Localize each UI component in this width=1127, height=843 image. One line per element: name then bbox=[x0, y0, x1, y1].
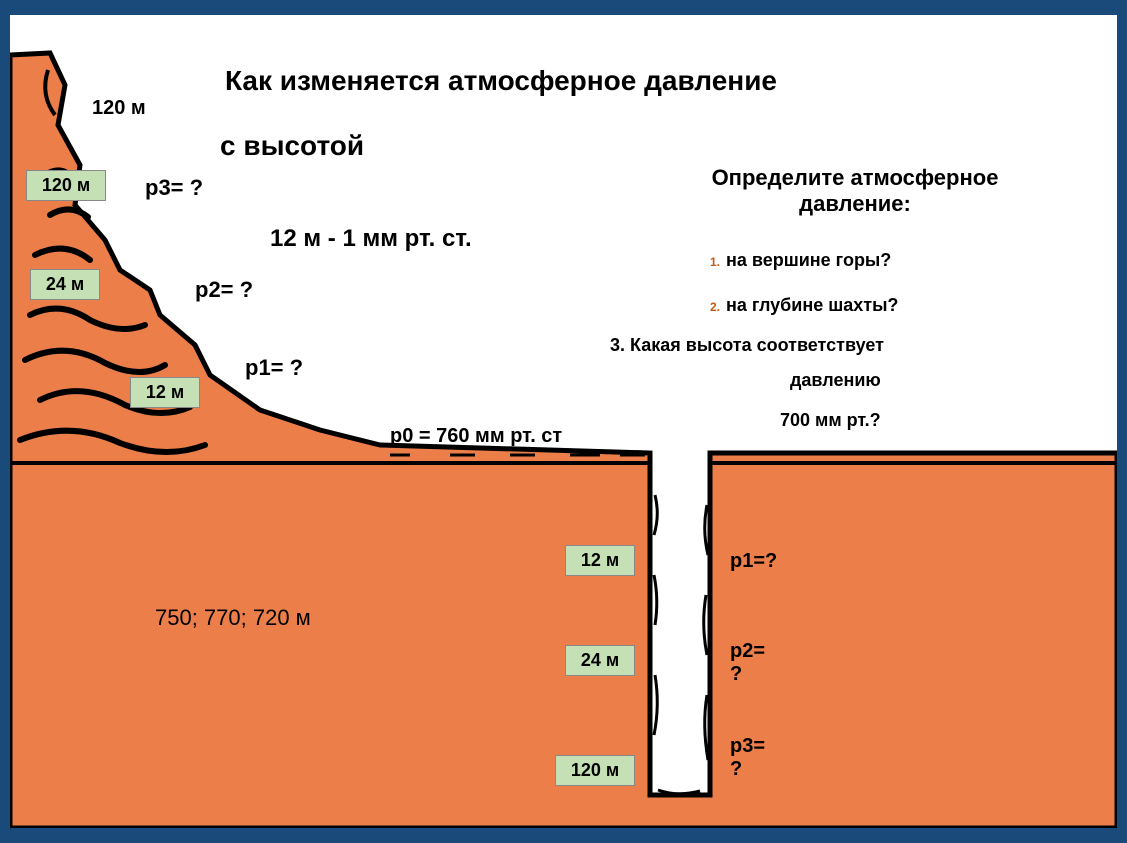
list-num-2: 2. bbox=[710, 300, 720, 314]
mountain-top-label: 120 м bbox=[92, 97, 146, 120]
title-line1: Как изменяется атмосферное давление bbox=[225, 65, 777, 97]
q-item-0-text: на вершине горы? bbox=[726, 250, 891, 270]
question-3-line1: 3. Какая высота соответствует bbox=[610, 335, 884, 356]
mountain-label-2: p1= ? bbox=[245, 355, 303, 381]
mountain-label-0: p3= ? bbox=[145, 175, 203, 201]
rule-text: 12 м - 1 мм рт. ст. bbox=[270, 225, 472, 253]
mountain-box-0: 120 м bbox=[26, 170, 106, 201]
list-num-1: 1. bbox=[710, 255, 720, 269]
shaft-texture bbox=[654, 495, 708, 794]
shaft-box-2: 120 м bbox=[555, 755, 635, 786]
diagram-canvas: Как изменяется атмосферное давление с вы… bbox=[10, 15, 1117, 828]
question-3-line2: давлению bbox=[790, 370, 881, 391]
shaft-label-1: p2= ? bbox=[730, 640, 765, 686]
q-item-1-text: на глубине шахты? bbox=[726, 295, 898, 315]
shaft-box-0: 12 м bbox=[565, 545, 635, 576]
question-3-line3: 700 мм рт.? bbox=[780, 410, 881, 431]
shaft-label-0: p1=? bbox=[730, 550, 777, 573]
question-item-0: 1. на вершине горы? bbox=[710, 250, 891, 271]
p0-label: p0 = 760 мм рт. ст bbox=[390, 425, 562, 448]
mountain-label-1: p2= ? bbox=[195, 277, 253, 303]
shaft-label-2: p3= ? bbox=[730, 735, 765, 781]
shaft-box-1: 24 м bbox=[565, 645, 635, 676]
mountain-box-1: 24 м bbox=[30, 269, 100, 300]
title-line2: с высотой bbox=[220, 130, 364, 162]
question-item-1: 2. на глубине шахты? bbox=[710, 295, 898, 316]
mountain-box-2: 12 м bbox=[130, 377, 200, 408]
terrain-svg bbox=[10, 15, 1117, 828]
answer-hint: 750; 770; 720 м bbox=[155, 605, 311, 631]
questions-heading: Определите атмосферное давление: bbox=[625, 165, 1085, 217]
